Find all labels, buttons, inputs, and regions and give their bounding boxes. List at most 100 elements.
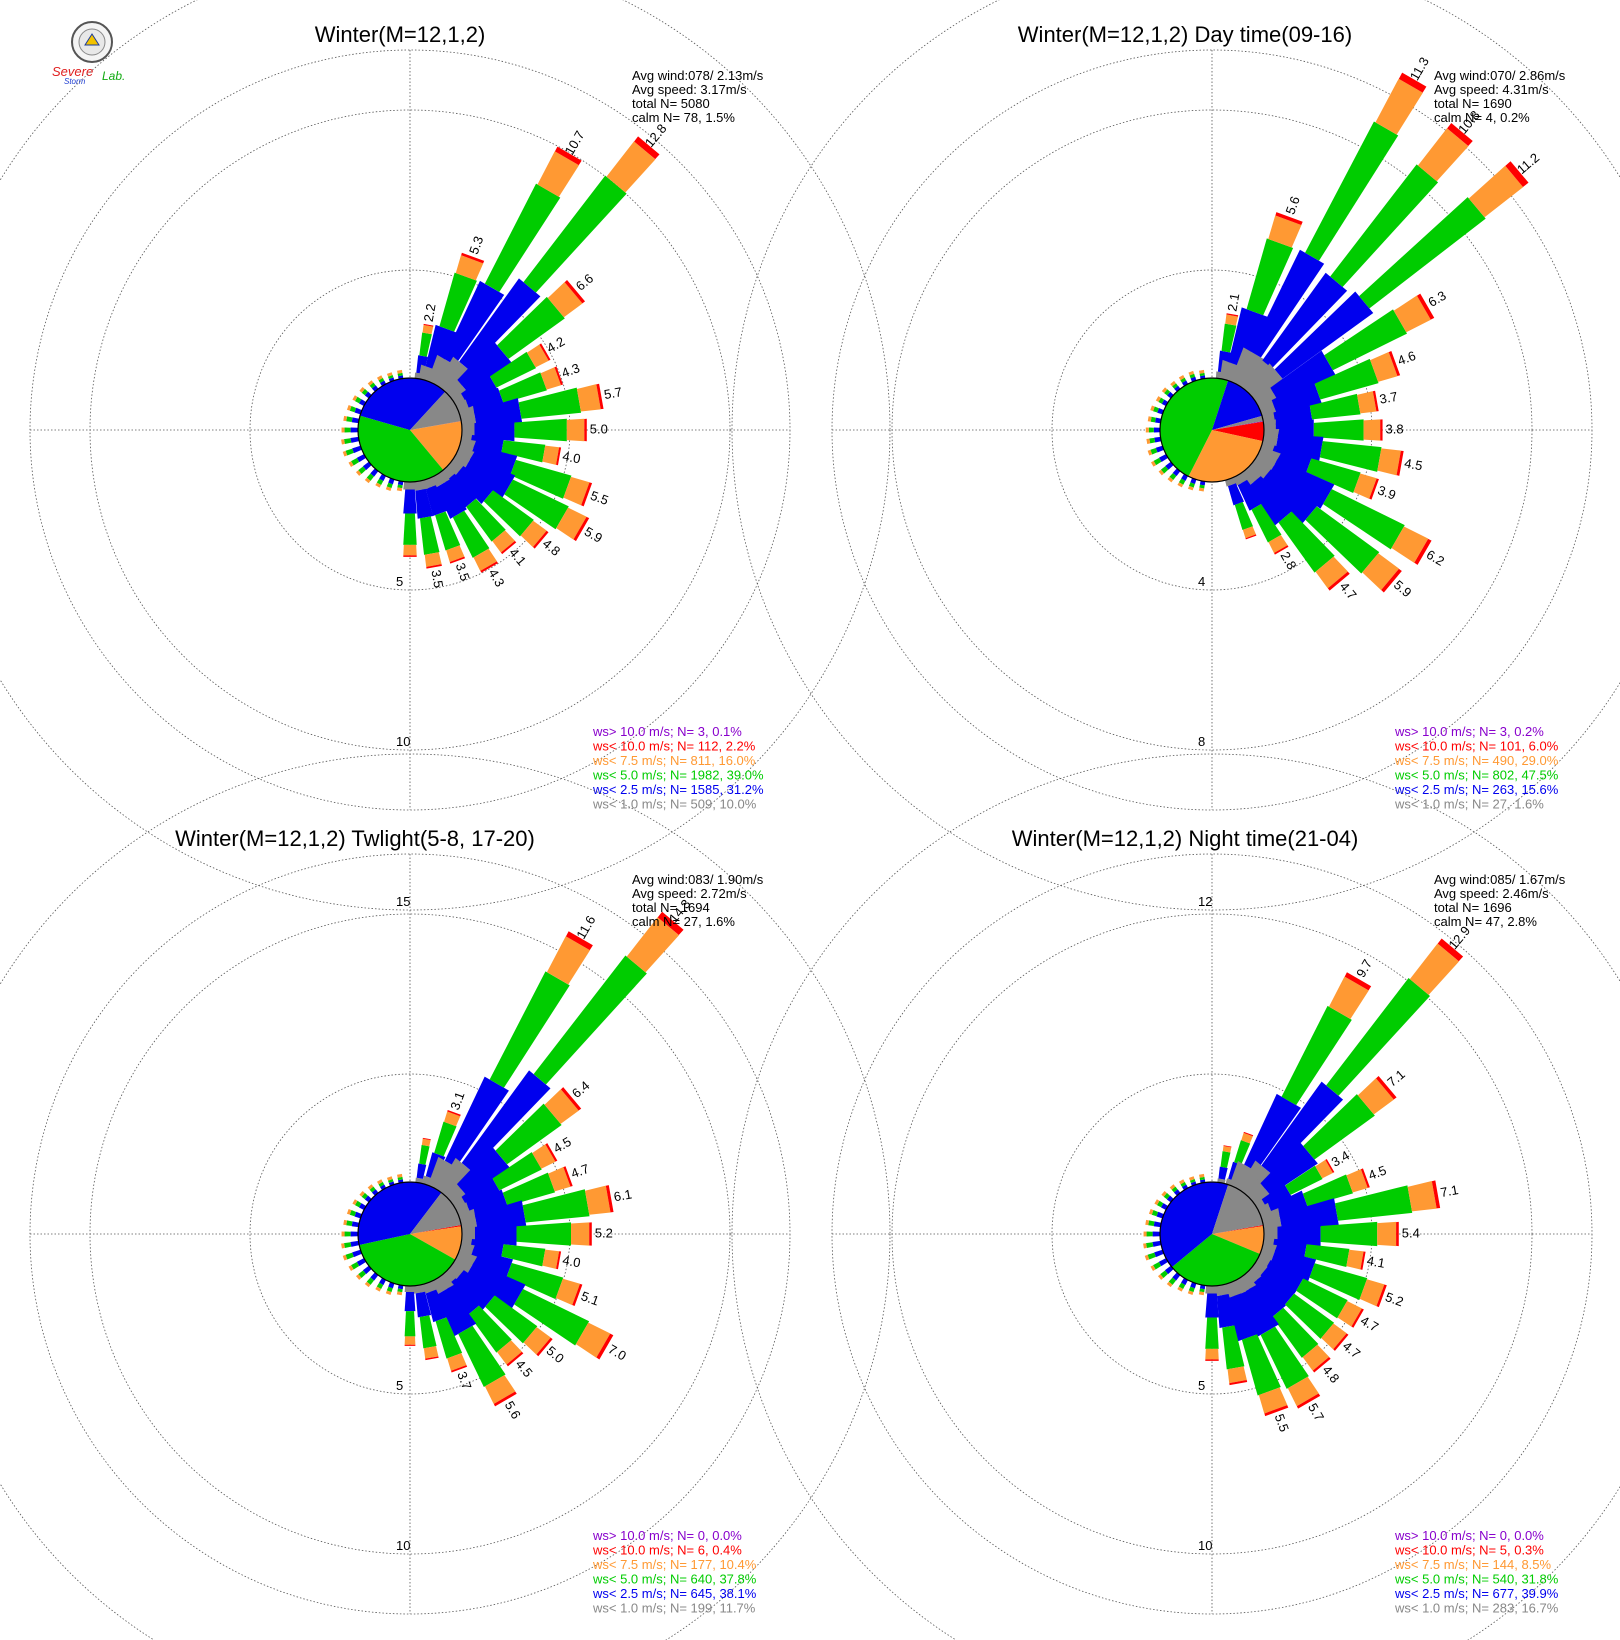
small-spoke-segment xyxy=(354,1200,362,1208)
spoke-segment xyxy=(501,1244,546,1267)
spoke-segment xyxy=(1417,128,1469,182)
stats-line: Avg wind:070/ 2.86m/s xyxy=(1434,68,1566,83)
small-spoke-segment xyxy=(349,406,357,413)
legend-entry: ws> 10.0 m/s; N= 3, 0.2% xyxy=(1394,724,1544,739)
spoke-segment xyxy=(492,1152,542,1191)
spoke-segment xyxy=(546,936,590,985)
spoke-segment xyxy=(457,341,512,393)
spoke-segment xyxy=(1258,1387,1288,1414)
spoke-segment xyxy=(1227,1366,1247,1384)
legend-entry: ws< 1.0 m/s; N= 27, 1.6% xyxy=(1394,797,1544,812)
small-spoke-segment xyxy=(343,415,348,422)
spoke-segment xyxy=(447,1353,467,1371)
small-spoke-segment xyxy=(1158,469,1165,476)
spoke-segment xyxy=(1302,1174,1353,1207)
spoke-segment xyxy=(1319,441,1382,472)
spoke-total-label: 10.7 xyxy=(562,128,588,157)
spoke-segment xyxy=(434,1121,457,1157)
spoke-segment xyxy=(1274,545,1289,555)
spoke-segment xyxy=(547,282,583,318)
spoke-segment xyxy=(1377,448,1401,476)
spoke-segment xyxy=(1324,309,1408,371)
spoke-segment xyxy=(484,183,561,292)
small-spoke-segment xyxy=(378,1181,385,1187)
spoke-total-label: 4.7 xyxy=(569,1161,591,1181)
spoke-segment xyxy=(523,175,627,293)
small-spoke-segment xyxy=(1150,416,1156,423)
spoke-segment xyxy=(1359,197,1486,309)
spoke-segment xyxy=(458,1325,506,1387)
stats-line: Avg speed: 2.46m/s xyxy=(1434,886,1549,901)
small-spoke-segment xyxy=(1177,482,1184,488)
spoke-total-label: 4.5 xyxy=(1403,455,1423,473)
spoke-segment xyxy=(1218,1166,1228,1180)
stats-line: Avg wind:083/ 1.90m/s xyxy=(632,872,764,887)
spoke-total-label: 5.5 xyxy=(588,488,610,508)
spoke-segment xyxy=(1359,1279,1385,1307)
small-spoke-segment xyxy=(1152,1240,1162,1247)
spoke-segment xyxy=(426,564,442,569)
small-spoke-segment xyxy=(366,1277,374,1285)
small-spoke-segment xyxy=(1199,372,1205,377)
spoke-segment xyxy=(523,1327,551,1355)
spoke-segment xyxy=(1234,1140,1251,1165)
small-spoke-segment xyxy=(1153,1221,1162,1228)
small-spoke-segment xyxy=(1146,1231,1153,1237)
spoke-total-label: 4.5 xyxy=(513,1357,536,1380)
spoke-segment xyxy=(435,511,461,551)
spoke-segment xyxy=(1302,1344,1330,1371)
spoke-total-label: 7.1 xyxy=(1384,1067,1407,1090)
spoke-segment xyxy=(516,1222,572,1246)
spoke-segment xyxy=(461,1070,551,1171)
spoke-segment xyxy=(1251,504,1282,543)
pie-outline xyxy=(357,1181,463,1287)
spoke-segment xyxy=(1360,1251,1366,1270)
spoke-total-label: 11.6 xyxy=(573,913,598,942)
spoke-total-label: 3.7 xyxy=(454,1370,474,1392)
spoke-total-label: 4.5 xyxy=(551,1134,574,1156)
small-spoke-segment xyxy=(370,468,379,477)
spoke-segment xyxy=(554,146,582,166)
pie-slice xyxy=(1212,1224,1264,1234)
pie-slice xyxy=(1212,1184,1264,1234)
small-spoke-segment xyxy=(1155,445,1164,453)
small-spoke-segment xyxy=(376,478,384,486)
small-spoke-segment xyxy=(1154,1249,1164,1258)
small-spoke-segment xyxy=(341,439,345,445)
spoke-segment xyxy=(542,1249,560,1269)
small-spoke-segment xyxy=(362,1265,372,1275)
small-spoke-segment xyxy=(351,417,360,424)
spoke-segment xyxy=(502,1172,556,1207)
small-spoke-segment xyxy=(386,372,393,377)
small-spoke-segment xyxy=(350,1240,360,1247)
spoke-segment xyxy=(596,383,604,410)
spoke-segment xyxy=(1309,393,1361,420)
spoke-segment xyxy=(606,141,656,193)
small-spoke-segment xyxy=(1155,396,1161,402)
legend-entry: ws< 1.0 m/s; N= 509, 10.0% xyxy=(592,797,757,812)
small-spoke-segment xyxy=(345,448,354,456)
spoke-segment xyxy=(443,280,505,366)
small-spoke-segment xyxy=(1153,1262,1162,1270)
pie-slice xyxy=(410,421,462,470)
spoke-total-label: 5.2 xyxy=(1383,1289,1405,1309)
small-spoke-segment xyxy=(1187,485,1194,491)
small-spoke-segment xyxy=(1159,454,1169,463)
spoke-segment xyxy=(454,1270,498,1310)
spoke-segment xyxy=(1346,1249,1364,1270)
small-spoke-segment xyxy=(1168,1277,1176,1285)
small-spoke-segment xyxy=(379,380,387,387)
small-spoke-segment xyxy=(351,458,360,466)
ring-label: 5 xyxy=(1198,1378,1205,1393)
small-spoke-segment xyxy=(1187,1290,1194,1295)
spoke-segment xyxy=(492,530,515,553)
small-spoke-segment xyxy=(361,388,368,396)
ring-label: 4 xyxy=(1198,574,1205,589)
small-spoke-segment xyxy=(397,372,403,377)
spoke-segment xyxy=(404,1291,416,1312)
spoke-segment xyxy=(456,1146,511,1197)
spoke-segment xyxy=(520,520,547,548)
spoke-segment xyxy=(1275,212,1303,225)
